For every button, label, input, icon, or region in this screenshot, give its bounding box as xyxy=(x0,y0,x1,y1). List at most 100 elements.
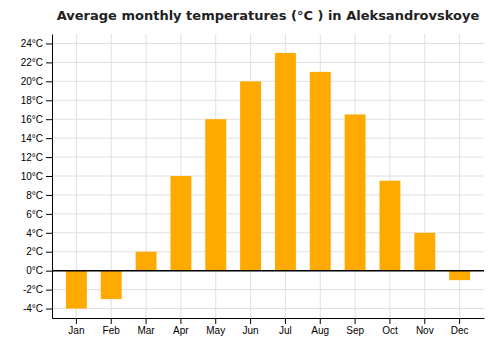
x-tick: Nov xyxy=(416,318,434,336)
y-tick: 8°C xyxy=(26,190,52,201)
grid-line xyxy=(52,176,484,177)
title: Average monthly temperatures (°C ) in Al… xyxy=(57,8,480,23)
tick-mark xyxy=(46,309,52,310)
tick-label: 6°C xyxy=(26,209,43,220)
x-tick: Sep xyxy=(346,318,364,336)
tick-label: Feb xyxy=(103,325,121,336)
grid-line xyxy=(52,270,484,271)
tick-mark xyxy=(146,318,147,324)
grid xyxy=(52,34,484,318)
tick-mark xyxy=(285,318,286,324)
x-tick: May xyxy=(206,318,225,336)
grid-line xyxy=(52,213,484,214)
y-tick: 12°C xyxy=(21,152,52,163)
tick-mark xyxy=(215,318,216,324)
tick-mark xyxy=(320,318,321,324)
tick-mark xyxy=(46,195,52,196)
x-tick: Jul xyxy=(279,318,292,336)
tick-mark xyxy=(180,318,181,324)
x-tick: Mar xyxy=(137,318,155,336)
tick-label: 18°C xyxy=(21,95,43,106)
tick-label: 2°C xyxy=(26,246,43,257)
tick-mark xyxy=(76,318,77,324)
tick-mark xyxy=(46,138,52,139)
grid-line xyxy=(52,43,484,44)
tick-label: Nov xyxy=(416,325,434,336)
tick-label: Apr xyxy=(173,325,189,336)
y-tick: -4°C xyxy=(23,303,52,314)
x-tick: Aug xyxy=(311,318,329,336)
y-tick: 24°C xyxy=(21,38,52,49)
tick-label: 20°C xyxy=(21,76,43,87)
tick-mark xyxy=(111,318,112,324)
y-tick: 22°C xyxy=(21,57,52,68)
tick-label: 10°C xyxy=(21,171,43,182)
grid-line xyxy=(389,34,390,318)
bar xyxy=(170,176,191,271)
tick-mark xyxy=(389,318,390,324)
y-axis: -4°C -2°C 0°C 2°C 4°C 6°C 8°C 10°C 12°C 14°C 16°C 1… xyxy=(21,35,53,319)
x-tick: Dec xyxy=(451,318,469,336)
grid-line xyxy=(52,138,484,139)
tick-label: Mar xyxy=(137,325,155,336)
grid-line xyxy=(52,81,484,82)
tick-label: 16°C xyxy=(21,114,43,125)
tick-mark xyxy=(46,62,52,63)
grid-line xyxy=(52,157,484,158)
tick-mark xyxy=(46,233,52,234)
y-tick: 4°C xyxy=(26,228,52,239)
y-tick: 0°C xyxy=(26,265,52,276)
y-tick: -2°C xyxy=(23,284,52,295)
y-tick: 16°C xyxy=(21,114,52,125)
tick-label: Jul xyxy=(279,325,292,336)
tick-label: Aug xyxy=(311,325,329,336)
plot-area: -4°C -2°C 0°C 2°C 4°C 6°C 8°C 10°C 12°C 14°C 16°C 1… xyxy=(21,34,485,336)
y-tick: 2°C xyxy=(26,246,52,257)
bar xyxy=(310,72,331,271)
zero-line xyxy=(52,270,484,272)
tick-label: Sep xyxy=(346,325,364,336)
x-axis: Jan Feb Mar Apr May Jun Jul Aug Sep Oct Nov Dec xyxy=(53,318,485,336)
tick-label: 12°C xyxy=(21,152,43,163)
tick-mark xyxy=(46,81,52,82)
grid-line xyxy=(52,62,484,63)
tick-label: 24°C xyxy=(21,38,43,49)
y-tick: 6°C xyxy=(26,209,52,220)
tick-label: Jun xyxy=(243,325,259,336)
x-tick: Oct xyxy=(382,318,398,336)
tick-label: Oct xyxy=(382,325,398,336)
grid-line xyxy=(424,34,425,318)
chart: -4°C -2°C 0°C 2°C 4°C 6°C 8°C 10°C 12°C 14°C 16°C 1… xyxy=(0,0,500,350)
bar xyxy=(101,271,122,299)
tick-mark xyxy=(46,214,52,215)
tick-label: May xyxy=(206,325,225,336)
tick-label: 8°C xyxy=(26,190,43,201)
x-tick: Jan xyxy=(68,318,84,336)
bar xyxy=(275,53,296,271)
tick-label: 4°C xyxy=(26,228,43,239)
y-tick: 14°C xyxy=(21,133,52,144)
y-tick: 20°C xyxy=(21,76,52,87)
tick-label: Dec xyxy=(451,325,469,336)
tick-mark xyxy=(46,43,52,44)
y-tick: 18°C xyxy=(21,95,52,106)
tick-mark xyxy=(46,119,52,120)
grid-line xyxy=(52,194,484,195)
bar xyxy=(449,271,470,280)
tick-label: -2°C xyxy=(23,284,43,295)
bar xyxy=(240,81,261,270)
bar xyxy=(379,181,400,271)
tick-mark xyxy=(46,157,52,158)
tick-mark xyxy=(459,318,460,324)
tick-mark xyxy=(250,318,251,324)
axis-line xyxy=(52,35,53,319)
tick-label: 0°C xyxy=(26,265,43,276)
x-tick: Feb xyxy=(103,318,121,336)
tick-mark xyxy=(46,100,52,101)
tick-mark xyxy=(46,271,52,272)
grid-line xyxy=(52,100,484,101)
tick-label: -4°C xyxy=(23,303,43,314)
tick-mark xyxy=(424,318,425,324)
bar xyxy=(205,119,226,270)
tick-label: 22°C xyxy=(21,57,43,68)
